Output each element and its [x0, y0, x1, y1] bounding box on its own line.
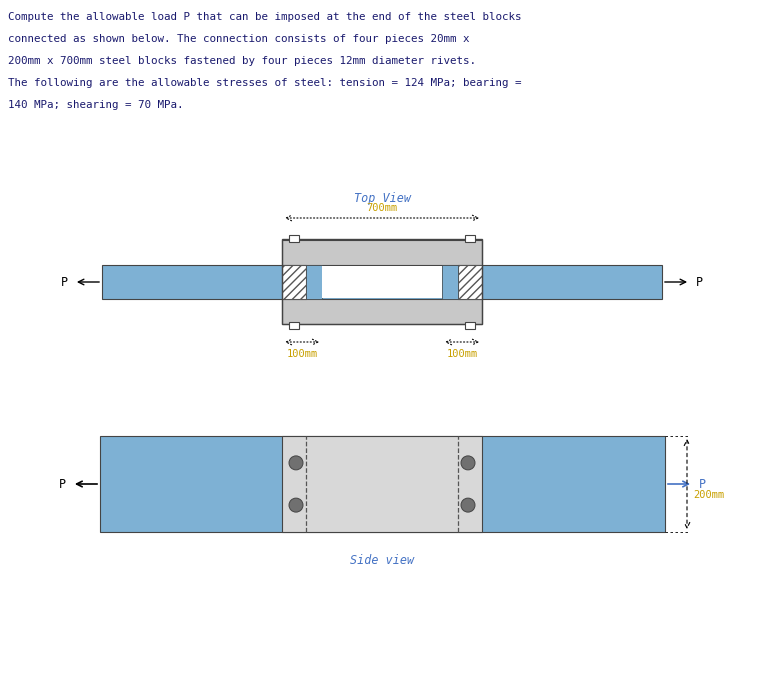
Bar — [289, 235, 299, 242]
Text: P: P — [699, 477, 706, 490]
Text: 100mm: 100mm — [286, 349, 318, 359]
Text: 200mm: 200mm — [693, 490, 724, 500]
Bar — [100, 436, 665, 532]
Text: 140 MPa; shearing = 70 MPa.: 140 MPa; shearing = 70 MPa. — [8, 100, 183, 110]
Bar — [465, 322, 475, 329]
Text: connected as shown below. The connection consists of four pieces 20mm x: connected as shown below. The connection… — [8, 34, 470, 44]
Circle shape — [461, 498, 475, 512]
Bar — [282, 265, 306, 299]
Text: P: P — [696, 276, 703, 289]
Bar — [102, 265, 662, 299]
Bar — [465, 235, 475, 242]
Bar — [282, 239, 482, 324]
Circle shape — [461, 456, 475, 470]
Text: Top View: Top View — [354, 192, 410, 205]
Bar — [442, 265, 458, 299]
Circle shape — [289, 456, 303, 470]
Bar — [282, 436, 482, 532]
Bar — [458, 265, 482, 299]
Text: Compute the allowable load P that can be imposed at the end of the steel blocks: Compute the allowable load P that can be… — [8, 12, 522, 22]
Text: P: P — [61, 276, 68, 289]
Bar — [322, 266, 442, 298]
Text: 700mm: 700mm — [367, 203, 397, 213]
Text: P: P — [59, 477, 66, 490]
Text: The following are the allowable stresses of steel: tension = 124 MPa; bearing =: The following are the allowable stresses… — [8, 78, 522, 88]
Bar — [306, 265, 322, 299]
Circle shape — [289, 498, 303, 512]
Bar — [282, 299, 482, 324]
Text: 200mm x 700mm steel blocks fastened by four pieces 12mm diameter rivets.: 200mm x 700mm steel blocks fastened by f… — [8, 56, 476, 66]
Text: Side view: Side view — [350, 554, 414, 567]
Bar — [282, 240, 482, 265]
Bar — [289, 322, 299, 329]
Text: 100mm: 100mm — [446, 349, 478, 359]
